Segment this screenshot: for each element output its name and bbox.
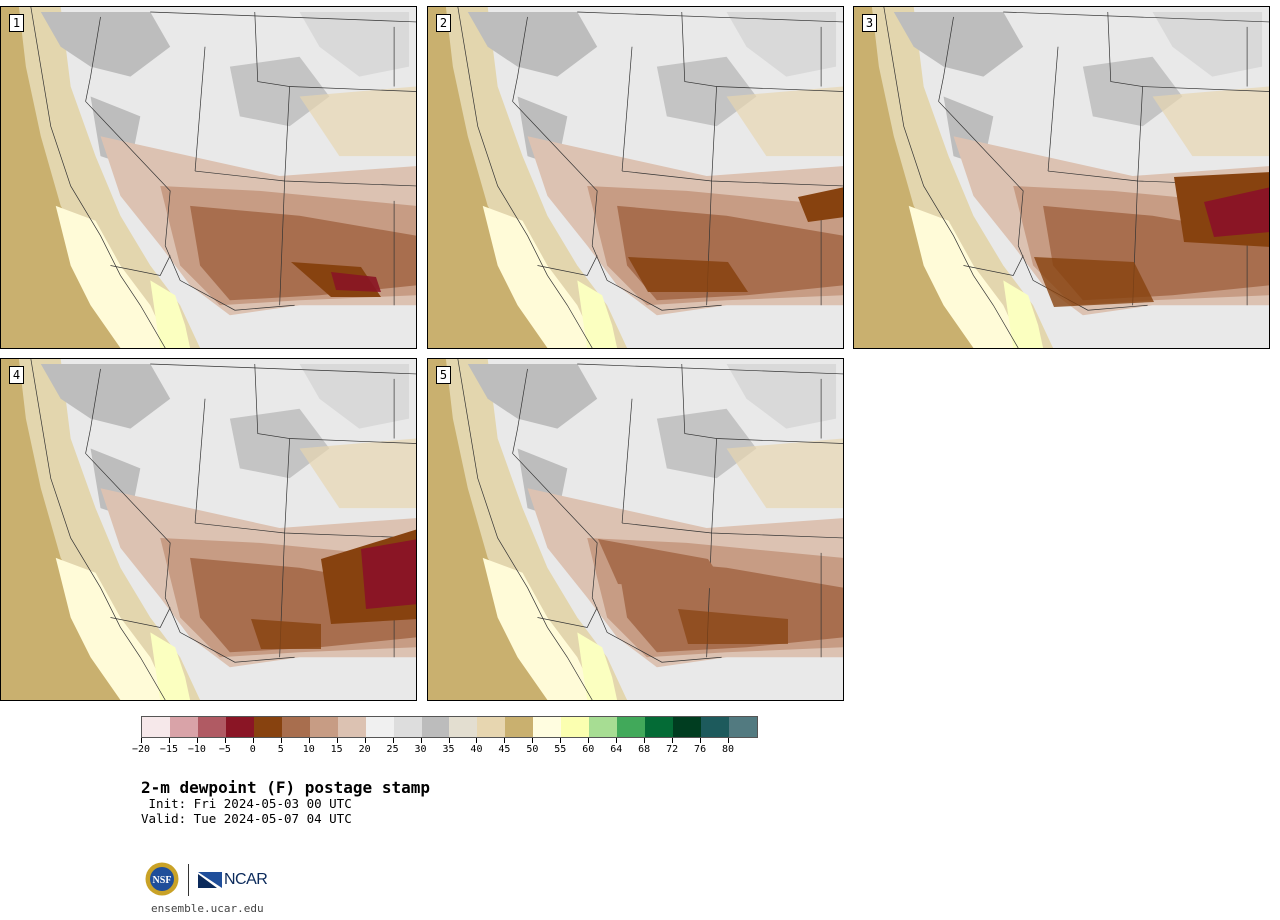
colorbar-swatch xyxy=(309,717,338,737)
colorbar-tick xyxy=(280,738,282,743)
colorbar-ticks: −20 −15 −10 −5 0 5 10 15 20 25 30 35 40 45 50 55 60 64 68 7… xyxy=(132,738,756,758)
dewpoint-map xyxy=(428,7,843,348)
colorbar-swatch xyxy=(589,717,618,737)
colorbar-tick xyxy=(476,738,478,743)
colorbar-tick-label: 68 xyxy=(638,744,651,755)
panel-number: 5 xyxy=(436,366,451,384)
colorbar-tick xyxy=(308,738,310,743)
colorbar-tick xyxy=(644,738,646,743)
colorbar-tick-label: 76 xyxy=(694,744,707,755)
colorbar-tick xyxy=(616,738,618,743)
colorbar-tick xyxy=(448,738,450,743)
colorbar-tick-label: 60 xyxy=(582,744,595,755)
colorbar-tick xyxy=(700,738,702,743)
colorbar-swatch xyxy=(225,717,254,737)
ensemble-member-3-map: 3 xyxy=(853,6,1270,349)
colorbar-tick-label: 72 xyxy=(666,744,679,755)
colorbar-tick-label: −20 xyxy=(131,744,151,755)
logo-separator xyxy=(188,864,189,896)
colorbar-swatch xyxy=(701,717,730,737)
dewpoint-map xyxy=(1,359,416,700)
ensemble-member-5-map: 5 xyxy=(427,358,844,701)
colorbar-swatch xyxy=(533,717,562,737)
dewpoint-map xyxy=(854,7,1269,348)
colorbar-swatch xyxy=(253,717,282,737)
colorbar-swatch xyxy=(393,717,422,737)
colorbar-tick-label: 35 xyxy=(442,744,455,755)
colorbar-tick-label: 64 xyxy=(610,744,623,755)
panel-number: 1 xyxy=(9,14,24,32)
dewpoint-map xyxy=(428,359,843,700)
colorbar-tick-label: 55 xyxy=(554,744,567,755)
site-url: ensemble.ucar.edu xyxy=(151,902,264,915)
colorbar-tick xyxy=(504,738,506,743)
colorbar-tick-label: 45 xyxy=(498,744,511,755)
colorbar-tick-label: 10 xyxy=(302,744,315,755)
colorbar-swatch xyxy=(645,717,674,737)
colorbar-tick-label: 5 xyxy=(277,744,284,755)
colorbar-tick xyxy=(141,738,142,743)
colorbar-swatch xyxy=(421,717,450,737)
colorbar-swatch xyxy=(365,717,394,737)
colorbar-tick xyxy=(560,738,562,743)
ncar-logo-icon xyxy=(198,872,222,888)
ensemble-member-4-map: 4 xyxy=(0,358,417,701)
panel-number: 4 xyxy=(9,366,24,384)
ensemble-member-1-map: 1 xyxy=(0,6,417,349)
dewpoint-colorbar xyxy=(141,716,758,738)
colorbar-tick xyxy=(532,738,534,743)
colorbar-tick xyxy=(728,738,730,743)
ensemble-member-2-map: 2 xyxy=(427,6,844,349)
colorbar-tick-label: −15 xyxy=(159,744,178,755)
colorbar-tick xyxy=(252,738,254,743)
colorbar-swatch xyxy=(673,717,702,737)
colorbar-tick xyxy=(672,738,674,743)
colorbar-swatch xyxy=(729,717,757,737)
colorbar-swatch xyxy=(617,717,646,737)
colorbar-tick-label: 0 xyxy=(249,744,256,755)
panel-number: 3 xyxy=(862,14,877,32)
colorbar-swatch xyxy=(449,717,478,737)
colorbar-swatch xyxy=(337,717,366,737)
colorbar-tick-label: −5 xyxy=(218,744,231,755)
colorbar-tick-label: 20 xyxy=(358,744,371,755)
ncar-logo-text: NCAR xyxy=(224,871,268,888)
colorbar-tick xyxy=(196,738,198,743)
chart-title: 2-m dewpoint (F) postage stamp xyxy=(141,778,430,797)
nsf-logo-icon: NSF xyxy=(145,862,179,896)
colorbar-tick-label: 50 xyxy=(526,744,539,755)
colorbar-tick-label: 80 xyxy=(722,744,735,755)
colorbar-swatch xyxy=(477,717,506,737)
colorbar-swatch xyxy=(505,717,534,737)
colorbar-tick xyxy=(168,738,170,743)
colorbar-swatch xyxy=(142,717,170,737)
colorbar-tick xyxy=(336,738,338,743)
colorbar-tick-label: −10 xyxy=(187,744,206,755)
colorbar-swatch xyxy=(281,717,310,737)
colorbar-tick-label: 25 xyxy=(386,744,399,755)
colorbar-tick-label: 30 xyxy=(414,744,427,755)
colorbar-tick xyxy=(224,738,226,743)
colorbar-swatch xyxy=(561,717,590,737)
colorbar-tick xyxy=(420,738,422,743)
colorbar-swatch xyxy=(169,717,198,737)
colorbar-tick xyxy=(392,738,394,743)
colorbar-tick-label: 40 xyxy=(470,744,483,755)
init-time: Init: Fri 2024-05-03 00 UTC xyxy=(141,796,352,811)
valid-time: Valid: Tue 2024-05-07 04 UTC xyxy=(141,811,352,826)
panel-number: 2 xyxy=(436,14,451,32)
svg-text:NSF: NSF xyxy=(153,875,172,886)
dewpoint-map xyxy=(1,7,416,348)
colorbar-swatch xyxy=(197,717,226,737)
colorbar-tick xyxy=(588,738,590,743)
colorbar-tick-label: 15 xyxy=(330,744,343,755)
colorbar-tick xyxy=(364,738,366,743)
